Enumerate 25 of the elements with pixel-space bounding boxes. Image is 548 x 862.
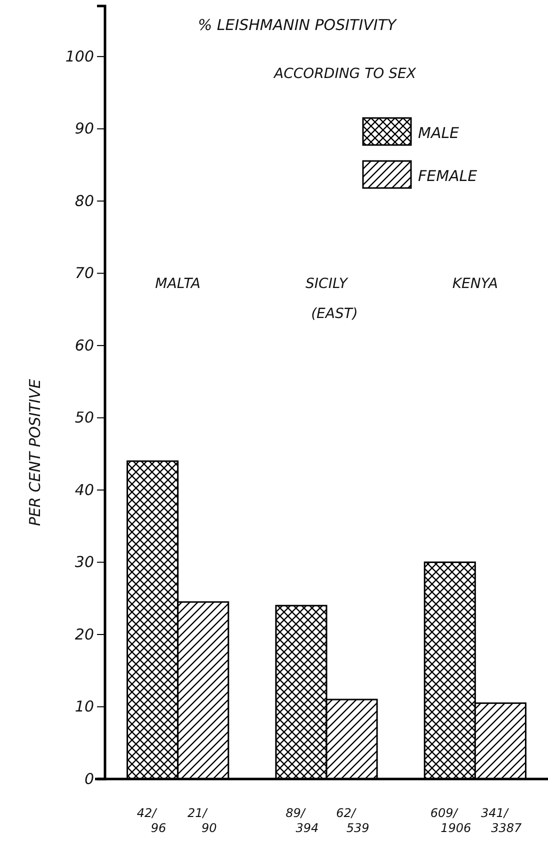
y-tick-label: 10 bbox=[74, 698, 94, 716]
y-axis-title: PER CENT POSITIVE bbox=[26, 378, 44, 526]
y-tick-label: 100 bbox=[65, 47, 94, 66]
legend-label: FEMALE bbox=[418, 167, 478, 185]
x-tick-label: KENYA bbox=[452, 276, 498, 292]
x-tick-label: MALTA bbox=[155, 276, 201, 292]
y-tick-label: 0 bbox=[84, 770, 94, 788]
y-tick-label: 60 bbox=[74, 336, 94, 354]
data-label: 21/90 bbox=[187, 806, 218, 835]
y-tick-label: 50 bbox=[74, 408, 94, 427]
y-tick-label: 70 bbox=[74, 264, 94, 282]
data-label: 89/394 bbox=[286, 806, 319, 835]
text: % LEISHMANIN POSITIVITY bbox=[198, 16, 398, 34]
y-tick-label: 40 bbox=[74, 480, 94, 499]
y-tick-label: 90 bbox=[74, 120, 94, 138]
data-label: 42/96 bbox=[136, 806, 167, 835]
x-tick-label: SICILY (EAST) bbox=[306, 276, 358, 322]
legend-label: MALE bbox=[418, 124, 460, 142]
data-label: 609/1906 bbox=[430, 806, 472, 835]
data-label: 62/539 bbox=[336, 806, 370, 835]
y-tick-label: 20 bbox=[74, 625, 94, 644]
y-tick-label: 80 bbox=[74, 192, 94, 210]
y-tick-label: 30 bbox=[74, 553, 94, 572]
text: ACCORDING TO SEX bbox=[273, 66, 416, 82]
data-label: 341/3387 bbox=[480, 806, 522, 835]
